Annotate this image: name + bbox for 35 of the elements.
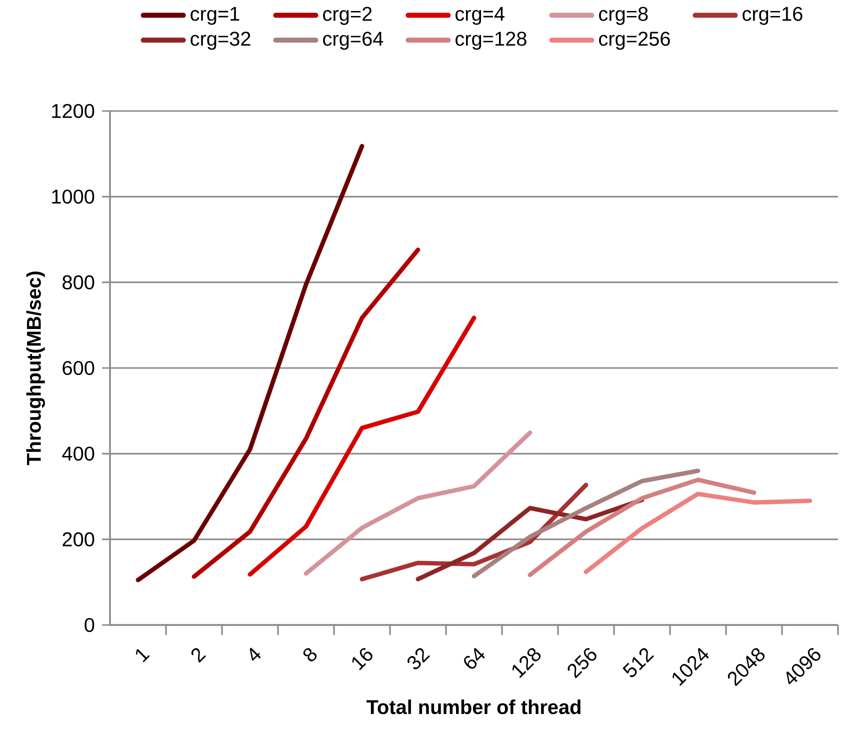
legend-label: crg=8	[599, 6, 648, 25]
y-tick-label: 1200	[52, 104, 94, 118]
x-tick-label: 256	[568, 648, 596, 678]
line-series	[136, 144, 364, 582]
y-tick-label: 0	[84, 618, 94, 632]
x-tick-label: 2	[191, 648, 206, 663]
legend-label: crg=16	[742, 6, 802, 25]
y-tick-label: 200	[62, 532, 94, 546]
legend-label: crg=4	[456, 6, 504, 25]
line-series	[192, 248, 420, 579]
line-series	[304, 430, 532, 576]
legend-label: crg=64	[323, 32, 384, 50]
y-tick-label: 400	[62, 446, 94, 461]
line-series	[248, 316, 476, 577]
x-tick-label: 8	[303, 648, 317, 662]
y-tick-label: 800	[62, 275, 94, 290]
x-tick-label: 32	[408, 648, 430, 670]
x-tick-label: 4	[250, 648, 261, 661]
y-axis-title: Throughput(MB/sec)	[26, 272, 45, 466]
x-tick-label: 64	[464, 648, 485, 669]
x-axis-title: Total number of thread	[366, 700, 580, 714]
line-series	[472, 468, 700, 578]
legend-label: crg=256	[599, 32, 670, 50]
x-tick-label: 1	[136, 648, 150, 662]
legend-label: crg=32	[190, 32, 250, 50]
legend-label: crg=1	[190, 6, 240, 25]
legend-label: crg=128	[456, 32, 526, 50]
x-tick-label: 16	[352, 648, 372, 670]
line-series	[528, 478, 756, 578]
y-tick-label: 600	[62, 360, 94, 376]
x-tick-label: 512	[622, 648, 654, 678]
line-series	[584, 492, 812, 574]
x-tick-label: 128	[512, 648, 541, 678]
y-tick-label: 1000	[52, 190, 94, 204]
legend-label: crg=2	[323, 6, 372, 25]
